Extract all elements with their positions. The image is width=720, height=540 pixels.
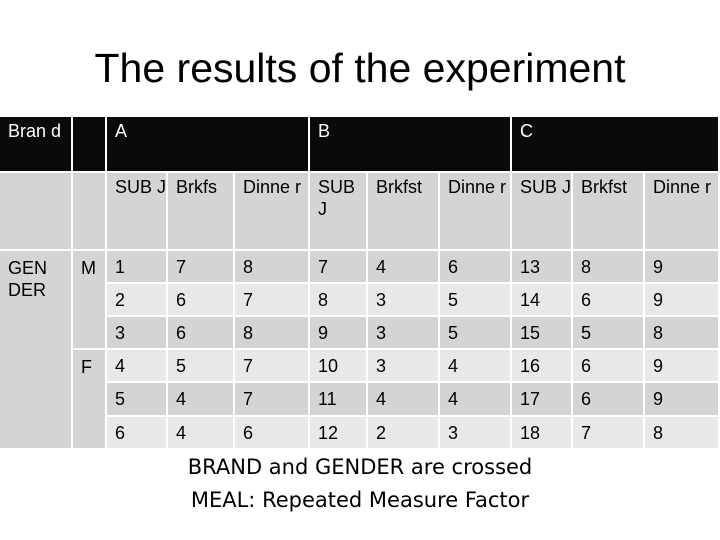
table-cell: 17 — [512, 383, 571, 415]
gender-m-label: M — [73, 251, 105, 348]
brand-b-header: B — [310, 117, 510, 171]
column-header: Brkfst — [573, 173, 643, 249]
table-cell: 13 — [512, 251, 571, 282]
brand-a-header: A — [107, 117, 308, 171]
table-cell: 6 — [573, 383, 643, 415]
table-cell: 8 — [645, 417, 718, 448]
gender-header: GEN DER — [0, 251, 71, 448]
table-cell: 7 — [235, 350, 308, 381]
table-cell: 7 — [168, 251, 233, 282]
column-header: Dinne r — [645, 173, 718, 249]
table-cell: 6 — [235, 417, 308, 448]
table-cell: 6 — [573, 284, 643, 315]
table-cell: 4 — [107, 350, 166, 381]
table-cell: 3 — [368, 317, 438, 348]
table-cell: 16 — [512, 350, 571, 381]
footer-crossed-note: BRAND and GENDER are crossed — [187, 455, 533, 479]
table-cell: 7 — [310, 251, 366, 282]
table-cell: 9 — [310, 317, 366, 348]
table-cell: 4 — [440, 350, 510, 381]
table-cell: 6 — [573, 350, 643, 381]
table-cell: 9 — [645, 350, 718, 381]
table-cell: 6 — [107, 417, 166, 448]
table-cell: 8 — [645, 317, 718, 348]
table-cell: 5 — [107, 383, 166, 415]
table-cell: 9 — [645, 284, 718, 315]
table-cell: 4 — [368, 383, 438, 415]
brand-c-header: C — [512, 117, 718, 171]
table-cell: 3 — [440, 417, 510, 448]
table-cell: 2 — [368, 417, 438, 448]
table-cell: 8 — [235, 251, 308, 282]
table-cell: 4 — [168, 417, 233, 448]
table-cell: 2 — [107, 284, 166, 315]
slide-title: The results of the experiment — [94, 45, 626, 91]
column-header-spacer — [0, 173, 71, 249]
table-cell: 14 — [512, 284, 571, 315]
column-header: SUB J — [310, 173, 366, 249]
gender-f-label: F — [73, 350, 105, 448]
table-cell: 4 — [168, 383, 233, 415]
column-header-spacer — [73, 173, 105, 249]
table-cell: 6 — [440, 251, 510, 282]
table-cell: 8 — [235, 317, 308, 348]
table-cell: 6 — [168, 317, 233, 348]
footer-repeated-measure-note: MEAL: Repeated Measure Factor — [190, 488, 530, 512]
table-cell: 5 — [440, 284, 510, 315]
header-spacer — [73, 117, 105, 171]
table-cell: 3 — [107, 317, 166, 348]
brand-header: Bran d — [0, 117, 71, 171]
table-cell: 9 — [645, 383, 718, 415]
table-cell: 7 — [235, 383, 308, 415]
table-cell: 3 — [368, 350, 438, 381]
column-header: SUB J — [107, 173, 166, 249]
column-header: Dinne r — [235, 173, 308, 249]
table-cell: 8 — [310, 284, 366, 315]
table-cell: 1 — [107, 251, 166, 282]
table-cell: 11 — [310, 383, 366, 415]
column-header: Dinne r — [440, 173, 510, 249]
table-cell: 7 — [235, 284, 308, 315]
table-cell: 5 — [573, 317, 643, 348]
table-cell: 5 — [168, 350, 233, 381]
table-cell: 7 — [573, 417, 643, 448]
table-cell: 18 — [512, 417, 571, 448]
column-header: Brkfst — [368, 173, 438, 249]
table-cell: 15 — [512, 317, 571, 348]
column-header: Brkfs — [168, 173, 233, 249]
table-cell: 10 — [310, 350, 366, 381]
column-header: SUB J — [512, 173, 571, 249]
table-cell: 9 — [645, 251, 718, 282]
table-cell: 6 — [168, 284, 233, 315]
table-cell: 4 — [368, 251, 438, 282]
table-cell: 4 — [440, 383, 510, 415]
table-cell: 8 — [573, 251, 643, 282]
table-cell: 3 — [368, 284, 438, 315]
table-cell: 12 — [310, 417, 366, 448]
table-cell: 5 — [440, 317, 510, 348]
